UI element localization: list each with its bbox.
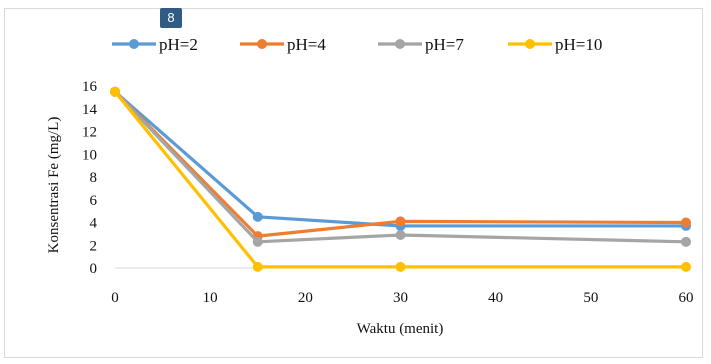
- x-axis: 0 10 20 30 40 50 60: [111, 267, 694, 306]
- legend-item: pH=2: [112, 35, 198, 54]
- legend-label: pH=10: [555, 35, 602, 54]
- data-point: [681, 236, 691, 247]
- data-point: [681, 261, 691, 272]
- series-line: [113, 90, 686, 228]
- y-tick-label: 12: [82, 125, 97, 141]
- y-tick-label: 16: [82, 79, 98, 95]
- y-tick-label: 2: [90, 238, 98, 254]
- data-point: [252, 236, 263, 247]
- legend-swatch-marker: [129, 39, 139, 49]
- legend-item: pH=7: [378, 35, 464, 54]
- x-tick-label: 0: [111, 290, 119, 306]
- data-point: [681, 217, 691, 228]
- x-tick-label: 40: [488, 290, 503, 306]
- data-point: [395, 216, 406, 227]
- x-tick-label: 10: [203, 290, 218, 306]
- series-line: [113, 90, 687, 244]
- y-tick-label: 4: [90, 216, 98, 232]
- legend-label: pH=2: [159, 35, 198, 54]
- data-point: [252, 261, 263, 272]
- x-tick-label: 30: [393, 290, 408, 306]
- page-badge: 8: [160, 8, 182, 28]
- y-tick-label: 10: [82, 147, 97, 163]
- x-tick-label: 60: [679, 290, 694, 306]
- data-point: [110, 86, 120, 97]
- series-line: [113, 90, 687, 238]
- data-point: [395, 230, 406, 241]
- legend-item: pH=4: [240, 35, 326, 54]
- y-tick-label: 8: [90, 170, 98, 186]
- legend-swatch-marker: [395, 39, 405, 49]
- y-axis-title: Konsentrasi Fe (mg/L): [46, 117, 62, 254]
- y-tick-label: 14: [82, 102, 98, 118]
- legend: pH=2 pH=4 pH=7 pH=10: [112, 35, 602, 54]
- legend-swatch-marker: [525, 39, 535, 49]
- series-pH=10: [110, 86, 691, 272]
- y-axis: 0 2 4 6 8 10 12 14 16: [82, 79, 98, 277]
- legend-label: pH=7: [425, 35, 464, 54]
- plot-area: [110, 86, 691, 272]
- y-tick-label: 0: [90, 261, 98, 277]
- x-tick-label: 20: [298, 290, 313, 306]
- series-pH=2: [110, 86, 691, 231]
- series-line: [113, 90, 686, 269]
- legend-swatch-marker: [257, 39, 267, 49]
- x-axis-title: Waktu (menit): [357, 321, 444, 337]
- chart-frame: [4, 8, 703, 358]
- legend-item: pH=10: [508, 35, 602, 54]
- data-point: [395, 261, 406, 272]
- y-tick-label: 6: [90, 193, 98, 209]
- legend-label: pH=4: [287, 35, 326, 54]
- data-point: [252, 211, 263, 222]
- x-tick-label: 50: [583, 290, 598, 306]
